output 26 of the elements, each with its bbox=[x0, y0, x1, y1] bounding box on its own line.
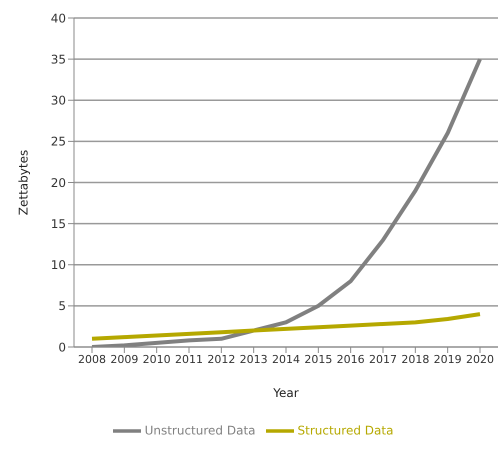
legend-label: Unstructured Data bbox=[144, 423, 256, 438]
x-tick-label: 2013 bbox=[240, 352, 268, 366]
y-tick-label: 5 bbox=[58, 299, 66, 314]
x-tick-label: 2009 bbox=[110, 352, 138, 366]
x-tick-label: 2019 bbox=[434, 352, 462, 366]
y-tick-label: 30 bbox=[50, 94, 66, 108]
y-tick-label: 35 bbox=[50, 52, 66, 66]
y-tick-label: 0 bbox=[58, 340, 66, 354]
x-tick-label: 2020 bbox=[466, 352, 494, 366]
x-tick-label: 2012 bbox=[207, 352, 236, 366]
x-axis-title: Year bbox=[272, 386, 299, 400]
y-tick-label: 10 bbox=[50, 258, 66, 272]
y-tick-label: 20 bbox=[50, 176, 66, 190]
x-tick-label: 2011 bbox=[175, 352, 203, 366]
y-tick-label: 25 bbox=[50, 134, 66, 149]
y-axis-title: Zettabytes bbox=[16, 150, 30, 216]
y-tick-label: 40 bbox=[50, 11, 66, 26]
x-tick-label: 2017 bbox=[369, 352, 397, 366]
legend-label: Structured Data bbox=[298, 423, 394, 438]
x-tick-label: 2016 bbox=[336, 352, 365, 366]
x-tick-label: 2008 bbox=[78, 352, 106, 366]
y-tick-label: 15 bbox=[50, 216, 66, 231]
x-tick-label: 2018 bbox=[401, 352, 430, 366]
x-tick-label: 2014 bbox=[272, 352, 300, 366]
x-tick-label: 2010 bbox=[142, 352, 171, 366]
x-tick-label: 2015 bbox=[304, 352, 332, 366]
